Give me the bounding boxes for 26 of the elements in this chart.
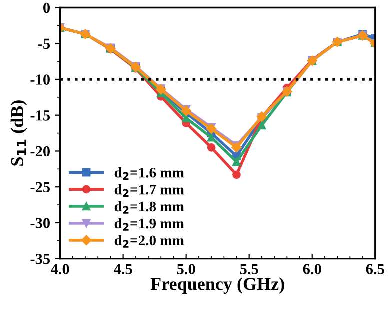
y-tick-label: -15 [30,110,50,121]
y-tick-label: -20 [30,146,50,157]
x-axis-title: Frequency (GHz) [150,278,284,294]
x-tick-label: 6.0 [303,264,322,275]
y-axis-title: S$_{11}$ (dB) [10,100,28,166]
y-tick-label: -25 [30,182,50,193]
legend-label: d$_{2}$=1.6 mm [114,167,184,180]
legend-label: d$_{2}$=1.9 mm [114,218,184,231]
point [258,121,266,130]
y-tick-label: -10 [30,74,50,85]
legend-label: d$_{2}$=2.0 mm [114,235,184,248]
y-tick-label: -35 [30,254,50,264]
x-tick-label: 6.5 [366,264,384,275]
point [207,143,216,152]
x-tick-label: 4.0 [50,264,70,275]
x-tick-label: 4.5 [114,264,132,275]
x-tick-label: 5.5 [240,264,258,275]
x-tick-label: 5.0 [177,264,196,275]
point [232,170,241,180]
point [232,158,241,166]
y-tick-label: -5 [38,38,50,50]
legend-label: d$_{2}$=1.8 mm [114,201,184,214]
y-tick-label: -30 [30,218,50,228]
legend-label: d$_{2}$=1.7 mm [114,184,184,197]
point [207,133,216,142]
y-tick-label: 0 [44,2,50,14]
